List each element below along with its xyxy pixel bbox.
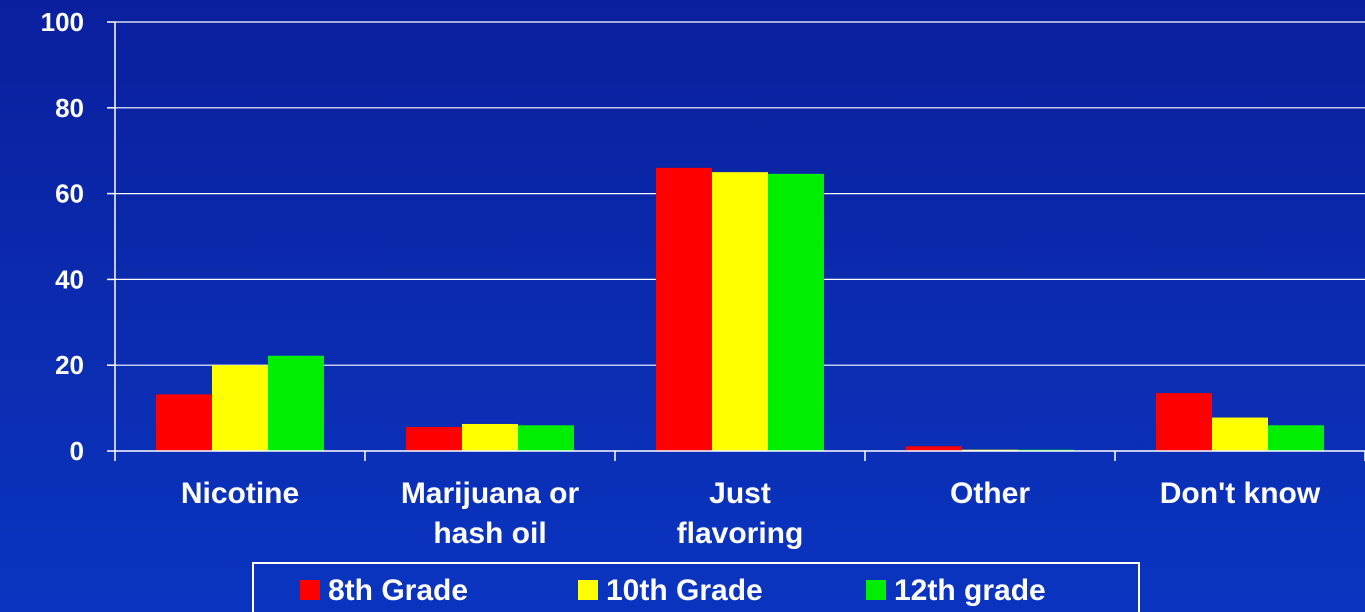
y-tick-label: 40 xyxy=(55,264,84,294)
legend-box xyxy=(252,562,1140,612)
x-category-labels: Nicotine Marijuana or hash oil Just flavorin… xyxy=(181,477,1321,550)
y-tick-labels: 0 20 40 60 80 100 xyxy=(41,7,84,466)
y-tick-label: 20 xyxy=(55,350,84,380)
bar xyxy=(518,425,574,451)
bar xyxy=(406,426,462,451)
legend-label: 8th Grade xyxy=(328,574,468,607)
legend: 8th Grade 10th Grade 12th grade xyxy=(252,562,1140,612)
legend-swatch xyxy=(578,580,598,600)
bar xyxy=(1156,393,1212,451)
legend-swatch xyxy=(300,580,320,600)
y-tick-label: 80 xyxy=(55,93,84,123)
bar xyxy=(1268,425,1324,451)
bar xyxy=(212,365,268,451)
bar xyxy=(462,423,518,451)
y-tick-label: 0 xyxy=(70,436,84,466)
bar xyxy=(1212,417,1268,451)
bar xyxy=(268,355,324,451)
x-category-label: Just xyxy=(709,477,771,510)
axes xyxy=(107,21,1365,461)
bar xyxy=(768,173,824,451)
legend-swatch xyxy=(866,580,886,600)
x-category-label: Other xyxy=(950,477,1030,510)
bar xyxy=(656,167,712,452)
bar xyxy=(712,172,768,451)
y-tick-label: 60 xyxy=(55,179,84,209)
x-category-label: Marijuana or xyxy=(401,477,580,510)
legend-label: 10th Grade xyxy=(606,574,763,607)
legend-label: 12th grade xyxy=(894,574,1046,607)
x-category-label: Nicotine xyxy=(181,477,299,510)
x-category-label: hash oil xyxy=(433,517,546,550)
bar xyxy=(156,394,212,451)
x-category-label: Don't know xyxy=(1160,477,1321,510)
y-tick-label: 100 xyxy=(41,7,84,37)
bars xyxy=(156,167,1324,452)
bar xyxy=(906,446,962,451)
x-category-label: flavoring xyxy=(677,517,804,550)
